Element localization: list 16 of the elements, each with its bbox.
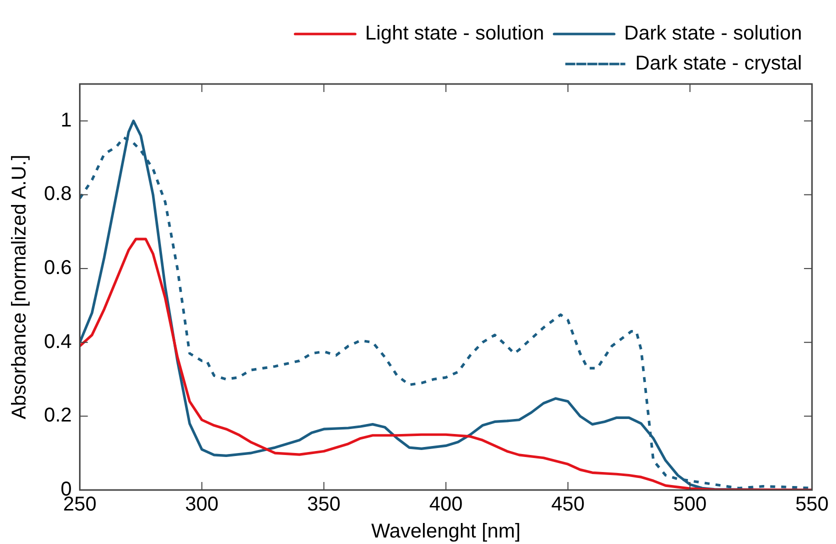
x-axis-title: Wavelenght [nm] bbox=[371, 520, 521, 543]
legend-label: Dark state - crystal bbox=[635, 52, 802, 75]
y-tick-label: 0.2 bbox=[44, 404, 72, 427]
y-tick-label: 1 bbox=[60, 109, 72, 132]
x-tick-label: 500 bbox=[673, 494, 707, 516]
x-tick-label: 400 bbox=[429, 494, 463, 516]
x-tick-label: 550 bbox=[795, 494, 829, 516]
x-tick-label: 350 bbox=[307, 494, 341, 516]
y-axis-title: Absorbance [normalized A.U.] bbox=[8, 154, 31, 420]
y-tick-label: 0.8 bbox=[44, 183, 72, 206]
y-tick-label: 0.6 bbox=[44, 257, 72, 280]
legend-label: Dark state - solution bbox=[624, 22, 802, 45]
x-tick-label: 450 bbox=[551, 494, 585, 516]
legend-label: Light state - solution bbox=[365, 22, 544, 45]
x-tick-label: 300 bbox=[185, 494, 219, 516]
y-tick-label: 0.4 bbox=[44, 330, 72, 353]
